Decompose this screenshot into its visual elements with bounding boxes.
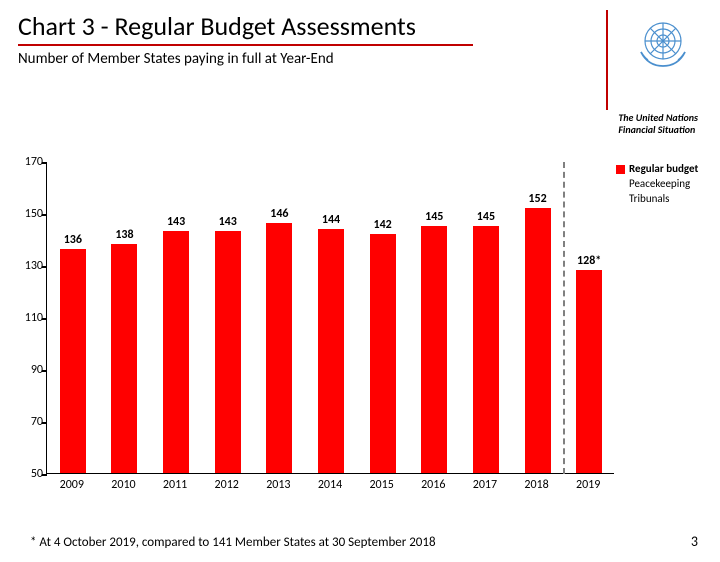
y-tick-label: 170 — [19, 155, 43, 169]
header-divider — [606, 10, 608, 110]
organization-caption: The United Nations Financial Situation — [618, 112, 698, 136]
bar-value-label: 142 — [363, 218, 403, 232]
x-tick-label: 2015 — [357, 478, 407, 492]
bar-value-label: 136 — [53, 233, 93, 247]
legend-label: Tribunals — [629, 192, 669, 207]
legend-swatch — [616, 195, 625, 204]
y-tick-label: 90 — [19, 363, 43, 377]
x-tick-label: 2018 — [512, 478, 562, 492]
y-tick-mark — [42, 318, 47, 320]
y-tick-label: 130 — [19, 259, 43, 273]
x-tick-label: 2012 — [202, 478, 252, 492]
y-tick-label: 50 — [19, 467, 43, 481]
x-tick-label: 2014 — [305, 478, 355, 492]
bar-value-label: 145 — [414, 210, 454, 224]
bar-value-label: 143 — [156, 215, 196, 229]
y-tick-label: 110 — [19, 311, 43, 325]
plot-area: 5070901101301501701361381431431461441421… — [46, 162, 614, 474]
bar — [318, 229, 344, 473]
legend-swatch — [616, 180, 625, 189]
y-tick-mark — [42, 266, 47, 268]
chart-container: 5070901101301501701361381431431461441421… — [18, 162, 702, 497]
legend-item: Tribunals — [616, 192, 702, 207]
bar-value-label: 128* — [569, 254, 609, 268]
bar — [525, 208, 551, 473]
y-tick-mark — [42, 474, 47, 476]
x-tick-label: 2009 — [47, 478, 97, 492]
x-tick-label: 2011 — [150, 478, 200, 492]
y-tick-label: 150 — [19, 207, 43, 221]
legend-label: Regular budget — [629, 162, 698, 177]
bar-value-label: 145 — [466, 210, 506, 224]
footnote: * At 4 October 2019, compared to 141 Mem… — [30, 535, 436, 550]
legend-item: Regular budget — [616, 162, 702, 177]
bar — [266, 223, 292, 473]
legend-item: Peacekeeping — [616, 177, 702, 192]
bar-value-label: 146 — [259, 207, 299, 221]
x-tick-label: 2013 — [253, 478, 303, 492]
bar — [576, 270, 602, 473]
chart-subtitle: Number of Member States paying in full a… — [18, 50, 702, 68]
chart-title: Chart 3 - Regular Budget Assessments — [18, 10, 473, 46]
bar — [163, 231, 189, 473]
x-tick-label: 2010 — [98, 478, 148, 492]
bar-value-label: 138 — [104, 228, 144, 242]
un-logo-icon — [628, 14, 698, 72]
page-number: 3 — [691, 533, 698, 550]
y-tick-mark — [42, 162, 47, 164]
bar — [370, 234, 396, 473]
y-tick-mark — [42, 214, 47, 216]
y-tick-mark — [42, 422, 47, 424]
bar — [215, 231, 241, 473]
legend-swatch — [616, 165, 625, 174]
x-tick-label: 2017 — [460, 478, 510, 492]
bar-value-label: 152 — [518, 192, 558, 206]
bar — [60, 249, 86, 473]
year-separator — [563, 162, 565, 474]
legend: Regular budgetPeacekeepingTribunals — [616, 162, 702, 207]
x-tick-label: 2016 — [408, 478, 458, 492]
legend-label: Peacekeeping — [629, 177, 690, 192]
y-tick-label: 70 — [19, 415, 43, 429]
y-tick-mark — [42, 370, 47, 372]
bar — [111, 244, 137, 473]
bar-value-label: 144 — [311, 213, 351, 227]
bar-value-label: 143 — [208, 215, 248, 229]
caption-line2: Financial Situation — [618, 124, 698, 136]
bar — [421, 226, 447, 473]
bar — [473, 226, 499, 473]
x-tick-label: 2019 — [563, 478, 613, 492]
